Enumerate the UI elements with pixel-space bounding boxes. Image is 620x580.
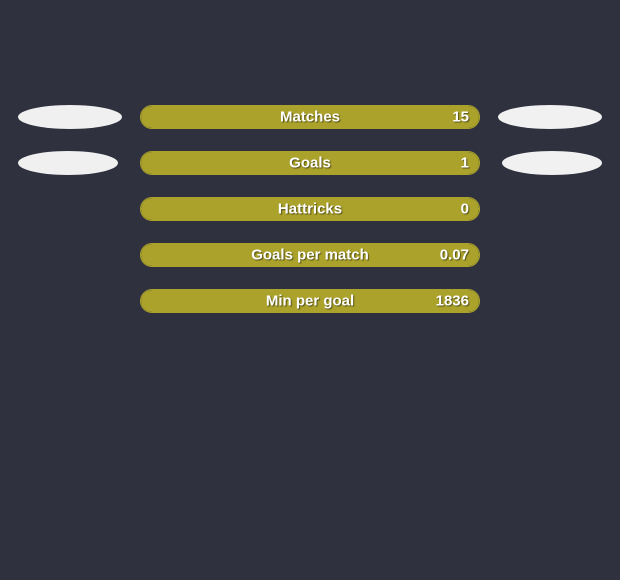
stat-row: Goals per match 0.07	[10, 243, 610, 267]
stat-row: Min per goal 1836	[10, 289, 610, 313]
stat-row: Goals 1	[10, 151, 610, 175]
stat-value: 1836	[436, 293, 469, 310]
stat-bar: Goals per match 0.07	[140, 243, 480, 267]
stat-label: Goals	[289, 155, 331, 172]
stat-value: 15	[452, 109, 469, 126]
right-ellipse	[502, 151, 602, 175]
stat-value: 0	[461, 201, 469, 218]
stat-row: Hattricks 0	[10, 197, 610, 221]
left-ellipse	[18, 151, 118, 175]
stat-bar: Min per goal 1836	[140, 289, 480, 313]
stat-label: Goals per match	[251, 247, 369, 264]
stat-label: Min per goal	[266, 293, 354, 310]
stat-label: Hattricks	[278, 201, 342, 218]
left-ellipse	[18, 105, 122, 129]
stat-label: Matches	[280, 109, 340, 126]
stat-row: Matches 15	[10, 105, 610, 129]
stat-bar: Hattricks 0	[140, 197, 480, 221]
stat-value: 0.07	[440, 247, 469, 264]
stat-bar: Matches 15	[140, 105, 480, 129]
stat-value: 1	[461, 155, 469, 172]
stat-bar: Goals 1	[140, 151, 480, 175]
right-ellipse	[498, 105, 602, 129]
